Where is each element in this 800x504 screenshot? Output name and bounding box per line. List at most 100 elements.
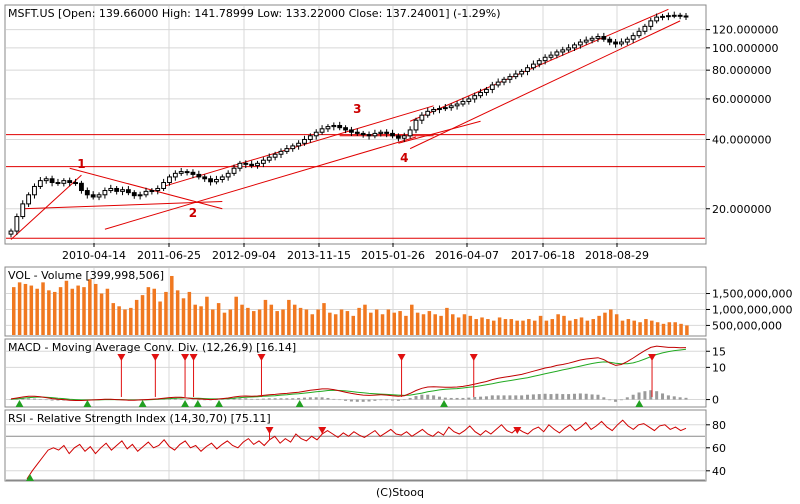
macd-sell-marker (189, 354, 198, 361)
macd-histogram-bar (250, 398, 254, 400)
price-candle-body (255, 162, 260, 167)
volume-bar (52, 291, 57, 335)
volume-bar (257, 309, 262, 335)
macd-histogram-bar (44, 399, 48, 401)
volume-bar (88, 279, 92, 335)
volume-bar (82, 287, 86, 335)
macd-sell-marker (257, 354, 266, 361)
volume-bar (205, 296, 209, 335)
price-candle-body (214, 179, 219, 183)
macd-histogram-bar (649, 390, 653, 400)
macd-histogram-bar (437, 396, 441, 400)
macd-buy-marker (138, 400, 147, 407)
macd-histogram-bar (496, 395, 500, 400)
price-candle-body (190, 171, 196, 175)
price-candle-body (554, 51, 560, 56)
macd-histogram-bar (561, 394, 565, 400)
price-candle-body (20, 203, 26, 218)
volume-bar (644, 319, 648, 335)
macd-histogram-bar (361, 399, 365, 402)
volume-bar (140, 295, 145, 335)
price-candle-body (137, 194, 143, 197)
volume-bar (638, 322, 642, 335)
volume-bar (579, 317, 584, 335)
macd-histogram-bar (9, 399, 13, 400)
price-candle-body (278, 150, 284, 155)
footer-copyright: (C)Stooq (376, 486, 424, 499)
volume-bar (462, 314, 467, 335)
macd-histogram-bar (643, 391, 647, 400)
macd-buy-marker (181, 400, 190, 407)
price-candle-body (384, 131, 390, 134)
price-candle-body (196, 173, 202, 178)
volume-panel: 1,500,000,000 1,000,000,000 500,000,000 VO… (4, 266, 792, 337)
macd-histogram-bar (338, 399, 342, 401)
price-candle-body (442, 107, 448, 110)
price-candle-body (32, 185, 37, 196)
price-candle-body (683, 15, 689, 18)
price-candle-body (61, 180, 67, 184)
volume-bar (532, 320, 537, 335)
macd-histogram-bar (197, 399, 201, 401)
volume-bar (158, 301, 162, 335)
macd-histogram-bar (220, 399, 224, 400)
volume-bar (650, 320, 654, 335)
macd-histogram-bar (661, 393, 665, 400)
price-candle-body (484, 88, 489, 93)
macd-histogram-bar (508, 395, 512, 400)
macd-histogram-bar (203, 399, 207, 401)
macd-sell-marker (117, 354, 126, 361)
macd-histogram-bar (332, 398, 336, 400)
volume-bar (486, 319, 490, 335)
macd-histogram-bar (185, 399, 189, 401)
volume-bar (175, 290, 180, 335)
price-trendline (104, 136, 417, 230)
macd-buy-marker (83, 400, 92, 407)
macd-histogram-bar (385, 399, 389, 401)
volume-bar (673, 322, 677, 335)
price-candle-body (49, 178, 55, 184)
price-candle-body (648, 20, 654, 27)
price-candle-body (671, 14, 677, 17)
price-candle-body (313, 131, 319, 137)
volume-panel-frame (4, 266, 707, 337)
volume-bar (193, 304, 197, 335)
macd-histogram-bar (514, 395, 518, 400)
macd-histogram-bar (226, 398, 230, 400)
price-y-tick-label: 40.000000 (712, 133, 772, 146)
macd-histogram-bar (214, 399, 218, 401)
price-candle-body (149, 190, 155, 193)
macd-histogram-bar (502, 395, 506, 400)
rsi-title: RSI - Relative Strength Index (14,30,70)… (8, 412, 271, 425)
volume-bar (491, 320, 496, 335)
macd-histogram-bar (449, 397, 453, 400)
price-candle-body (595, 36, 601, 39)
macd-histogram-bar (461, 397, 465, 400)
volume-bar (374, 309, 379, 335)
price-candle-body (360, 132, 366, 136)
price-candle-body (307, 135, 313, 140)
macd-histogram-bar (308, 397, 312, 400)
price-trendline (22, 201, 223, 210)
macd-histogram-bar (191, 399, 195, 401)
volume-bar (333, 314, 338, 335)
price-candle-body (413, 119, 419, 131)
volume-bar (655, 322, 660, 335)
macd-histogram-bar (543, 393, 547, 400)
macd-histogram-bar (408, 397, 412, 400)
macd-histogram-bar (526, 394, 530, 400)
macd-histogram-bar (302, 397, 306, 400)
volume-bar (12, 287, 16, 335)
volume-bar (415, 312, 420, 335)
price-candle-body (378, 131, 384, 134)
macd-line (10, 345, 687, 401)
price-candle-body (366, 134, 372, 137)
macd-histogram-bar (672, 396, 676, 400)
macd-histogram-bar (256, 398, 260, 400)
macd-histogram-bar (173, 398, 177, 400)
volume-bar (573, 319, 578, 335)
volume-bar (181, 298, 186, 335)
price-candle-body (108, 187, 114, 192)
macd-y-tick-label: 10 (712, 361, 726, 374)
